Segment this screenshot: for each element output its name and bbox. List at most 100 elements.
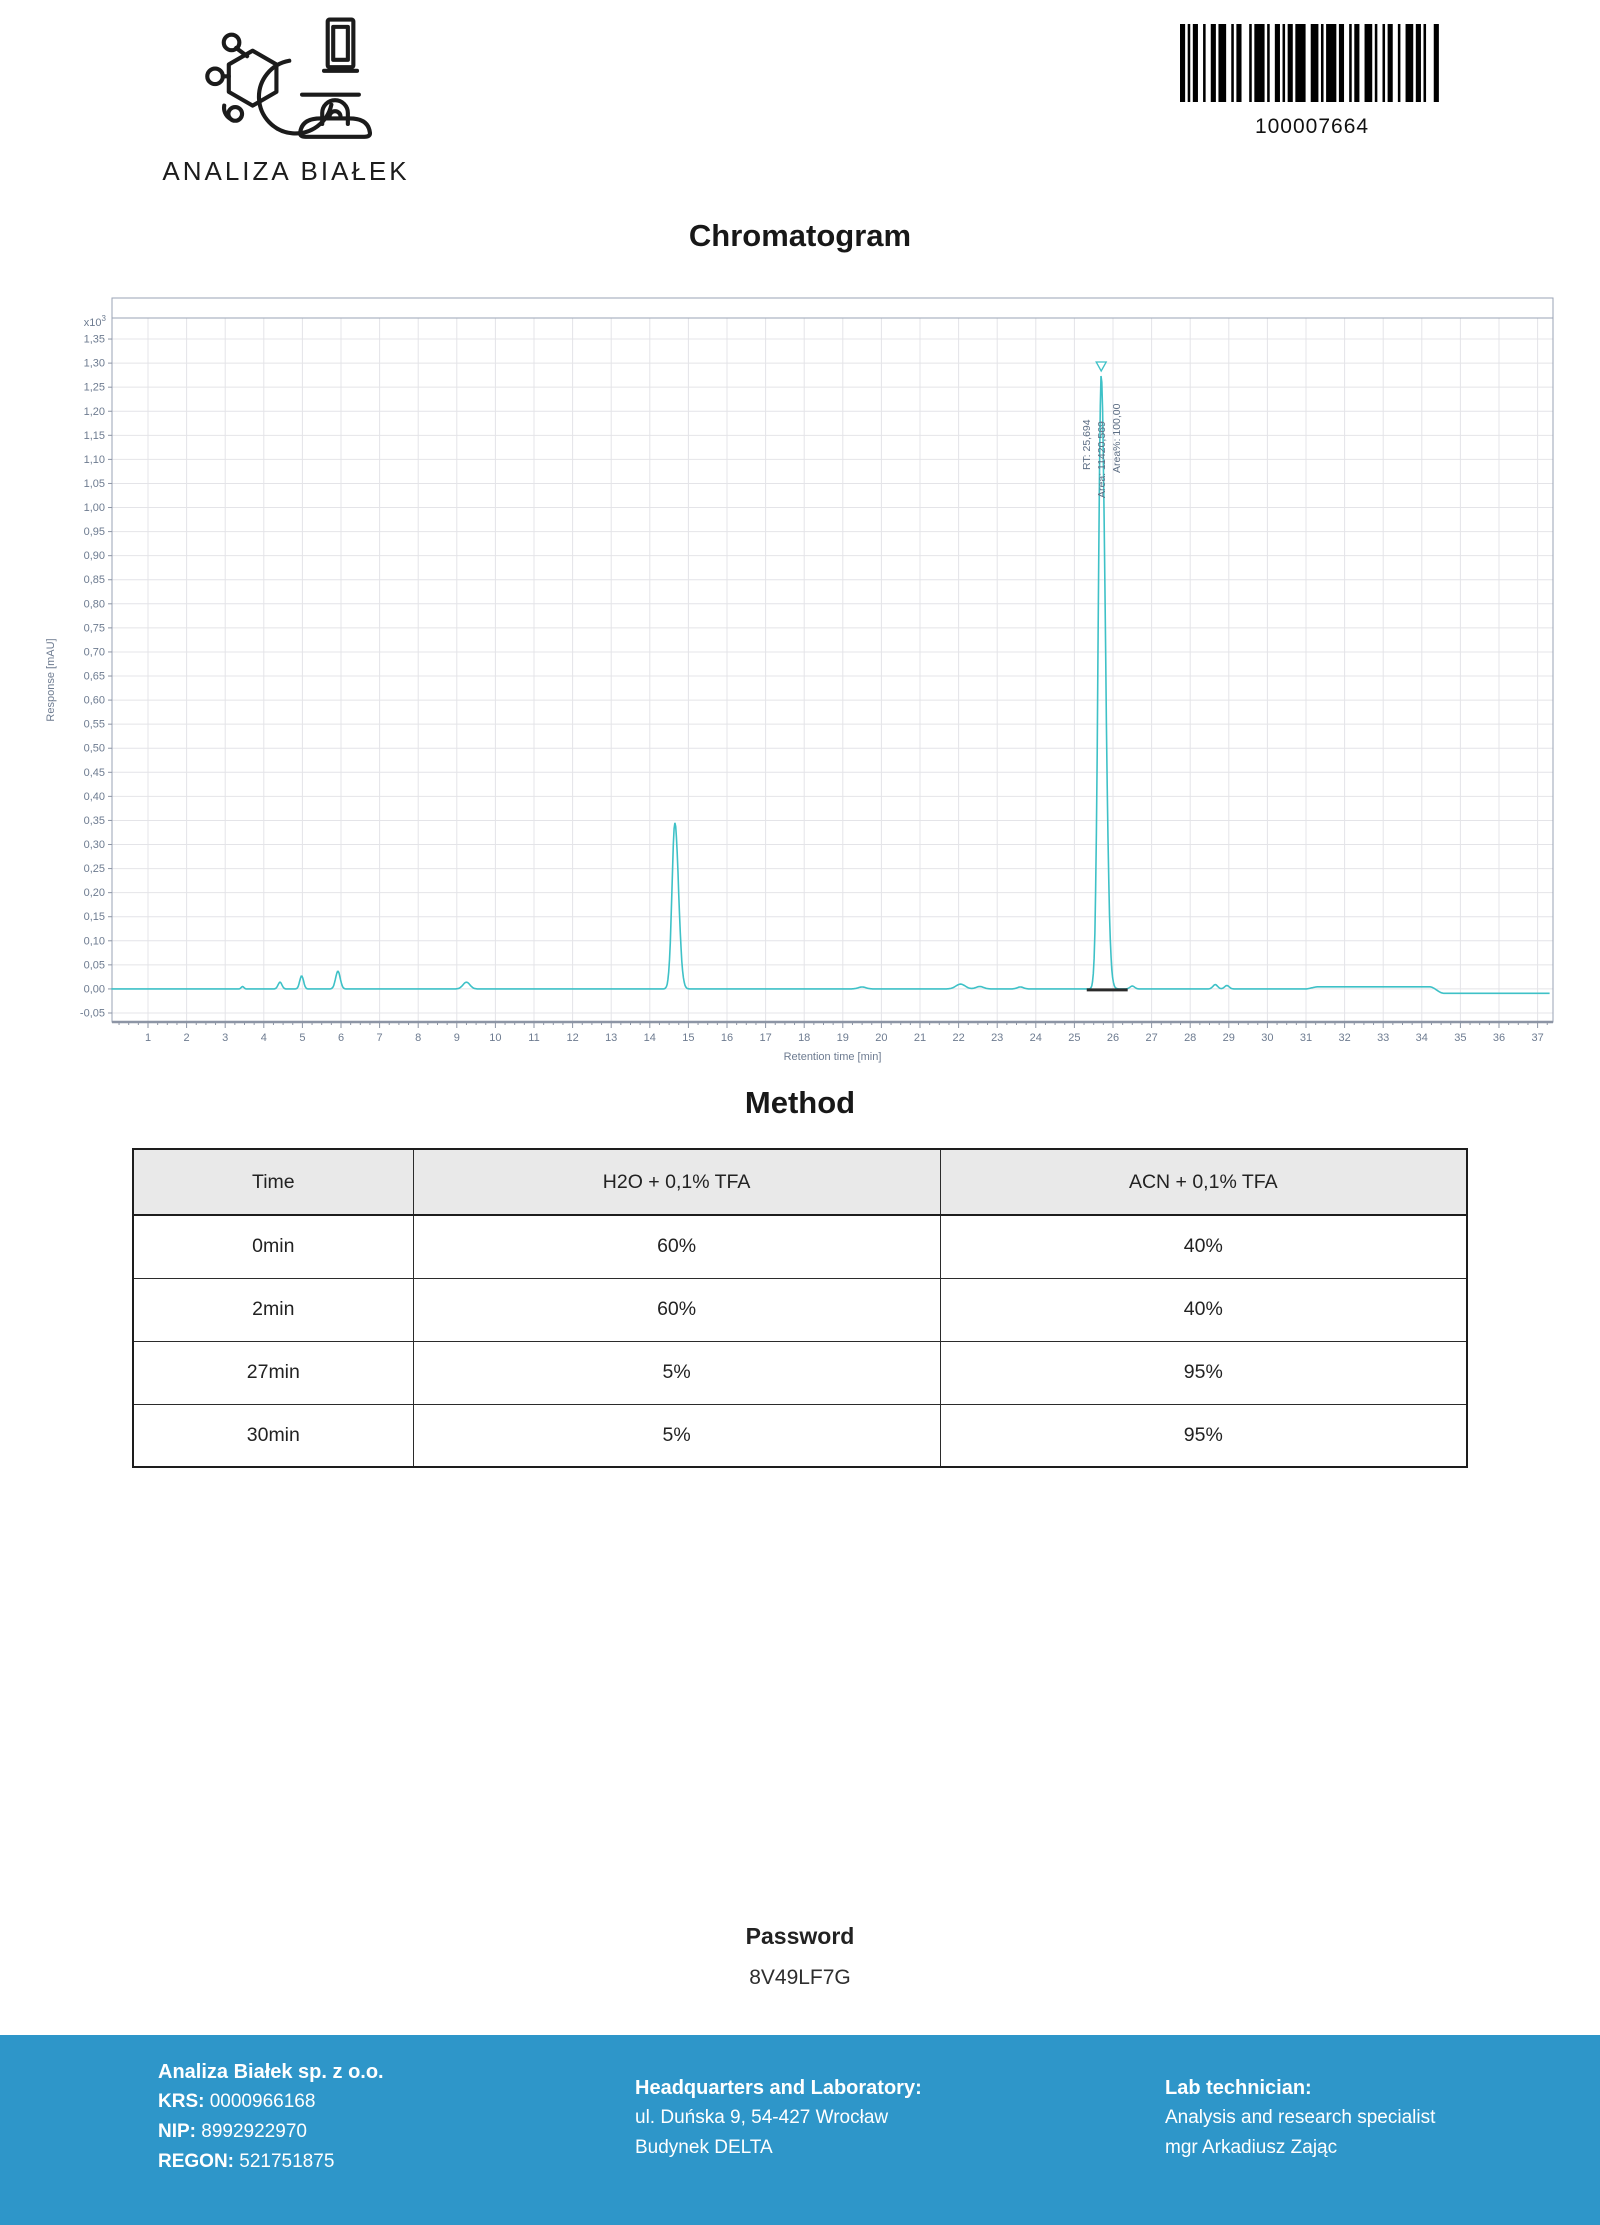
y-tick-label: 1,15 bbox=[84, 430, 105, 442]
x-tick-label: 3 bbox=[222, 1032, 228, 1044]
y-tick-label: 0,65 bbox=[84, 671, 105, 683]
company-name: Analiza Białek sp. z o.o. bbox=[158, 2061, 384, 2083]
chromatogram-chart: 1,35 1,30 1,25 1,20 1,15 1,10 1,05 1,00 0,95 0,90… bbox=[40, 288, 1560, 1078]
y-tick-label: 1,25 bbox=[84, 382, 105, 394]
x-tick-label: 36 bbox=[1493, 1032, 1505, 1044]
y-tick-label: 0,20 bbox=[84, 887, 105, 899]
method-cell: 95% bbox=[939, 1340, 1468, 1405]
method-cell: 95% bbox=[939, 1403, 1468, 1468]
method-cell: 40% bbox=[939, 1277, 1468, 1342]
peak-marker-icon bbox=[1095, 361, 1108, 373]
x-tick-label: 13 bbox=[605, 1032, 617, 1044]
logo: ANALIZA BIAŁEK bbox=[150, 6, 422, 187]
chromatogram-trace bbox=[111, 375, 1550, 995]
x-tick-label: 2 bbox=[184, 1032, 190, 1044]
y-tick-label: 1,10 bbox=[84, 454, 105, 466]
y-tick-label: 0,90 bbox=[84, 550, 105, 562]
y-tick-label: -0,05 bbox=[80, 1008, 105, 1020]
method-cell: 60% bbox=[412, 1277, 941, 1342]
company-nip: NIP: 8992922970 bbox=[158, 2121, 307, 2142]
table-row: 30min 5% 95% bbox=[132, 1403, 1468, 1468]
footer-technician: Lab technician: Analysis and research sp… bbox=[1165, 2073, 1435, 2163]
y-tick-label: 1,30 bbox=[84, 358, 105, 370]
technician-role: Analysis and research specialist bbox=[1165, 2107, 1436, 2128]
x-tick-label: 1 bbox=[145, 1032, 151, 1044]
x-tick-label: 15 bbox=[682, 1032, 694, 1044]
method-col-header: H2O + 0,1% TFA bbox=[412, 1148, 941, 1216]
x-axis-title: Retention time [min] bbox=[784, 1051, 882, 1063]
x-tick-label: 24 bbox=[1030, 1032, 1042, 1044]
method-cell: 40% bbox=[939, 1214, 1468, 1279]
page-title: Chromatogram bbox=[688, 218, 912, 253]
x-tick-label: 19 bbox=[837, 1032, 849, 1044]
company-regon: REGON: 521751875 bbox=[158, 2151, 335, 2172]
y-tick-label: 0,40 bbox=[84, 791, 105, 803]
y-tick-label: 0,75 bbox=[84, 622, 105, 634]
x-tick-label: 16 bbox=[721, 1032, 733, 1044]
method-cell: 5% bbox=[412, 1403, 941, 1468]
footer-company: Analiza Białek sp. z o.o. KRS: 000096616… bbox=[158, 2057, 384, 2177]
x-tick-label: 17 bbox=[759, 1032, 771, 1044]
peak-annotation-area-percent: Area%: 100,00 bbox=[1111, 403, 1123, 473]
x-tick-label: 14 bbox=[644, 1032, 656, 1044]
barcode-icon bbox=[1180, 24, 1439, 102]
y-tick-label: 1,05 bbox=[84, 478, 105, 490]
x-tick-label: 35 bbox=[1454, 1032, 1466, 1044]
hq-building: Budynek DELTA bbox=[635, 2137, 773, 2158]
x-tick-label: 6 bbox=[338, 1032, 344, 1044]
y-tick-label: 1,35 bbox=[84, 334, 105, 346]
y-tick-label: 0,05 bbox=[84, 959, 105, 971]
x-tick-label: 5 bbox=[299, 1032, 305, 1044]
method-cell: 5% bbox=[412, 1340, 941, 1405]
y-tick-label: 0,95 bbox=[84, 526, 105, 538]
y-tick-label: 0,80 bbox=[84, 598, 105, 610]
password-value: 8V49LF7G bbox=[749, 1966, 851, 1989]
method-cell: 0min bbox=[132, 1214, 414, 1279]
x-tick-label: 33 bbox=[1377, 1032, 1389, 1044]
y-tick-label: 1,00 bbox=[84, 502, 105, 514]
method-col-header: Time bbox=[132, 1148, 414, 1216]
x-tick-label: 22 bbox=[952, 1032, 964, 1044]
x-tick-label: 27 bbox=[1145, 1032, 1157, 1044]
x-tick-label: 11 bbox=[528, 1032, 539, 1044]
hq-title: Headquarters and Laboratory: bbox=[635, 2077, 922, 2099]
hq-address: ul. Duńska 9, 54-427 Wrocław bbox=[635, 2107, 889, 2128]
method-cell: 60% bbox=[412, 1214, 941, 1279]
method-header-row: Time H2O + 0,1% TFA ACN + 0,1% TFA bbox=[132, 1148, 1468, 1216]
method-title: Method bbox=[744, 1085, 856, 1120]
method-cell: 27min bbox=[132, 1340, 414, 1405]
chromatogram-plot: 1,35 1,30 1,25 1,20 1,15 1,10 1,05 1,00 0,95 0,90… bbox=[45, 297, 1554, 1063]
y-tick-label: 0,25 bbox=[84, 863, 105, 875]
x-tick-label: 9 bbox=[454, 1032, 460, 1044]
technician-name: mgr Arkadiusz Zając bbox=[1165, 2137, 1338, 2158]
x-tick-label: 25 bbox=[1068, 1032, 1080, 1044]
y-axis-multiplier: x103 bbox=[84, 314, 107, 329]
x-tick-label: 31 bbox=[1300, 1032, 1312, 1044]
y-tick-label: 0,15 bbox=[84, 911, 105, 923]
footer: Analiza Białek sp. z o.o. KRS: 000096616… bbox=[0, 2035, 1600, 2225]
y-axis-title: Response [mAU] bbox=[45, 638, 57, 721]
table-row: 2min 60% 40% bbox=[132, 1277, 1468, 1342]
company-krs: KRS: 0000966168 bbox=[158, 2091, 316, 2112]
x-tick-label: 8 bbox=[415, 1032, 421, 1044]
x-tick-label: 28 bbox=[1184, 1032, 1196, 1044]
x-tick-label: 18 bbox=[798, 1032, 810, 1044]
y-tick-label: 0,00 bbox=[84, 983, 105, 995]
method-cell: 30min bbox=[132, 1403, 414, 1468]
footer-hq: Headquarters and Laboratory: ul. Duńska … bbox=[635, 2073, 922, 2163]
y-tick-label: 0,60 bbox=[84, 695, 105, 707]
x-tick-label: 4 bbox=[261, 1032, 267, 1044]
x-tick-label: 34 bbox=[1416, 1032, 1428, 1044]
y-tick-label: 0,50 bbox=[84, 743, 105, 755]
logo-text: ANALIZA BIAŁEK bbox=[162, 156, 410, 186]
x-tick-label: 30 bbox=[1261, 1032, 1273, 1044]
peak-annotation-area: Area: 11420,569 bbox=[1096, 421, 1108, 498]
x-tick-label: 7 bbox=[377, 1032, 383, 1044]
y-tick-label: 0,85 bbox=[84, 574, 105, 586]
method-cell: 2min bbox=[132, 1277, 414, 1342]
barcode: 100007664 bbox=[1180, 24, 1444, 139]
password-label: Password bbox=[745, 1923, 855, 1949]
x-tick-label: 12 bbox=[566, 1032, 578, 1044]
y-tick-label: 0,30 bbox=[84, 839, 105, 851]
